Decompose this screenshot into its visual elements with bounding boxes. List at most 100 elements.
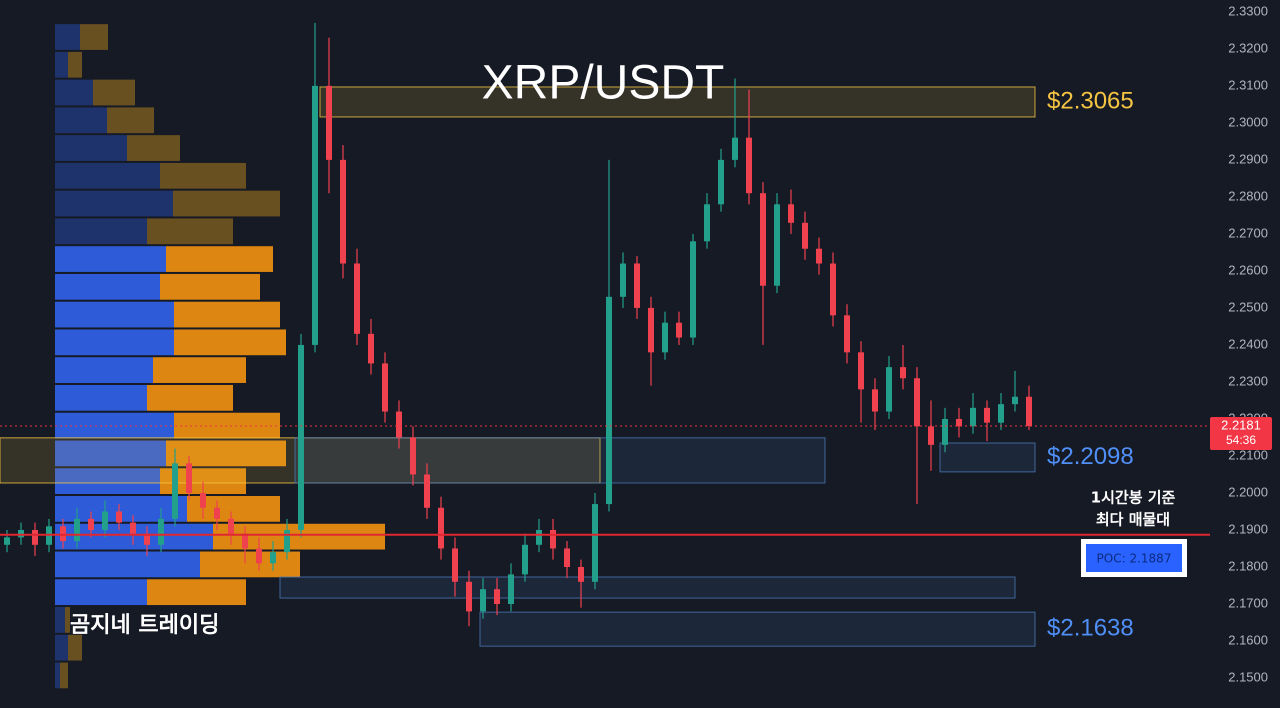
candle-body [256, 548, 262, 564]
y-tick-label: 2.1700 [1228, 595, 1268, 610]
candle-body [382, 363, 388, 412]
candle-body [606, 296, 612, 505]
candle-body [522, 544, 528, 575]
profile-sell-bar [200, 551, 300, 578]
candle-body [536, 529, 542, 545]
candle-body [424, 474, 430, 508]
price-zone [279, 576, 1016, 599]
candle-body [942, 418, 948, 445]
price-zone [479, 611, 1036, 647]
profile-sell-bar [65, 607, 70, 633]
candle-body [396, 411, 402, 438]
profile-sell-bar [160, 273, 260, 300]
candle-body [4, 537, 10, 545]
profile-buy-bar [55, 412, 174, 439]
y-tick-label: 2.3200 [1228, 40, 1268, 55]
profile-buy-bar [55, 246, 166, 272]
annotation: 1시간봉 기준 [1091, 489, 1176, 507]
zone-label: $2.3065 [1047, 87, 1134, 114]
candle-body [662, 322, 668, 353]
profile-buy-bar [55, 634, 68, 661]
candle-body [858, 352, 864, 390]
profile-buy-bar [55, 24, 80, 50]
candle-body [676, 322, 682, 338]
profile-buy-bar [55, 107, 107, 134]
candle-body [200, 492, 206, 508]
candle-body [1026, 396, 1032, 426]
candle-body [494, 589, 500, 605]
candle-body [74, 518, 80, 542]
poc-box [1086, 544, 1182, 572]
y-tick-label: 2.2400 [1228, 336, 1268, 351]
profile-buy-bar [55, 51, 68, 78]
candle-body [620, 263, 626, 297]
profile-buy-bar [55, 135, 127, 161]
candle-body [18, 529, 24, 538]
candle-body [116, 511, 122, 523]
y-tick-label: 2.1600 [1228, 632, 1268, 647]
annotation: 최다 매물대 [1096, 511, 1170, 529]
candle-body [956, 418, 962, 427]
y-tick-label: 2.2000 [1228, 484, 1268, 499]
poc-label: POC: 2.1887 [1097, 552, 1172, 566]
candle-body [60, 526, 66, 542]
current-price-label: 2.2181 [1221, 417, 1261, 432]
candle-body [886, 367, 892, 412]
candle-body [214, 507, 220, 519]
y-tick-label: 2.1500 [1228, 669, 1268, 684]
candle-body [998, 404, 1004, 423]
candle-body [270, 552, 276, 564]
candle-body [298, 344, 304, 530]
zone-label: $2.1638 [1047, 615, 1134, 642]
y-tick-label: 2.2500 [1228, 299, 1268, 314]
current-price-tag [1210, 416, 1272, 450]
profile-sell-bar [174, 301, 280, 328]
candle-body [816, 248, 822, 264]
candle-body [466, 581, 472, 612]
y-tick-label: 2.2600 [1228, 262, 1268, 277]
candle-body [718, 159, 724, 205]
candle-body [340, 159, 346, 264]
profile-sell-bar [160, 162, 246, 189]
candle-body [592, 504, 598, 582]
profile-buy-bar [55, 329, 174, 356]
profile-sell-bar [68, 634, 82, 661]
candle-body [284, 529, 290, 553]
profile-buy-bar [55, 273, 160, 300]
profile-sell-bar [147, 384, 233, 411]
profile-sell-bar [107, 107, 154, 134]
candle-body [732, 137, 738, 160]
candle-body [410, 437, 416, 475]
profile-sell-bar [153, 357, 246, 383]
profile-sell-bar [166, 246, 273, 272]
profile-buy-bar [55, 162, 160, 189]
candle-body [102, 511, 108, 530]
y-tick-label: 2.2300 [1228, 373, 1268, 388]
candle-body [690, 241, 696, 338]
candle-body [564, 548, 570, 567]
zone-label: $2.2098 [1047, 443, 1134, 470]
y-tick-label: 2.1800 [1228, 558, 1268, 573]
y-tick-label: 2.3300 [1228, 3, 1268, 18]
candle-body [760, 193, 766, 286]
candle-body [984, 407, 990, 423]
candle-body [578, 566, 584, 582]
chart-title: XRP/USDT [482, 57, 725, 110]
price-zone [939, 442, 1036, 473]
candle-body [158, 518, 164, 545]
price-zone [319, 86, 1036, 118]
candle-body [928, 426, 934, 445]
profile-sell-bar [166, 440, 286, 467]
price-zone [294, 437, 826, 484]
candle-body [228, 518, 234, 534]
y-tick-label: 2.1900 [1228, 521, 1268, 536]
candle-body [788, 204, 794, 223]
candle-body [844, 315, 850, 353]
candle-body [774, 204, 780, 286]
candle-body [480, 589, 486, 612]
candle-body [872, 389, 878, 412]
candle-body [32, 529, 38, 545]
watermark: 곰지네 트레이딩 [70, 613, 219, 638]
